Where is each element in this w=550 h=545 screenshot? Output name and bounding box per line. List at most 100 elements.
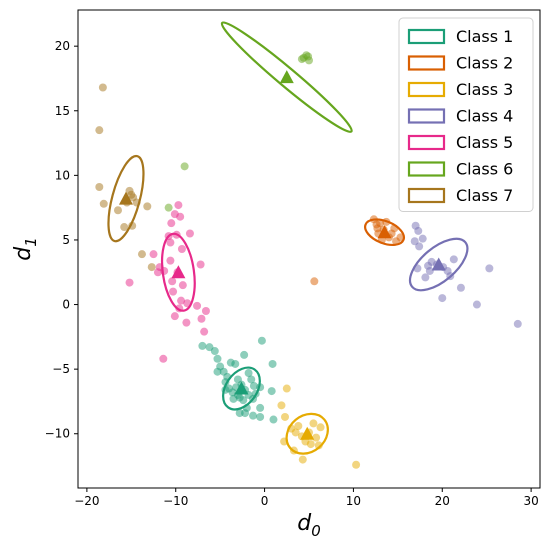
mean-marker-class-5 — [171, 265, 186, 279]
y-tick-label: −10 — [45, 427, 70, 441]
point-class-5 — [170, 312, 179, 321]
point-class-5 — [160, 266, 169, 275]
point-class-5 — [175, 304, 184, 313]
legend: Class 1 Class 2 Class 3 Class 4 Class 5 Class… — [398, 17, 534, 212]
point-class-4 — [513, 319, 522, 328]
point-class-1 — [268, 359, 277, 368]
point-class-5 — [200, 327, 209, 336]
x-axis-title: d0 — [297, 511, 321, 540]
point-class-3 — [314, 441, 323, 450]
point-class-3 — [282, 384, 291, 393]
point-class-1 — [221, 385, 230, 394]
point-class-3 — [298, 455, 307, 464]
point-class-5 — [174, 201, 183, 210]
x-axis-title-sub: 0 — [311, 522, 321, 540]
mean-marker-class-7 — [118, 191, 133, 205]
point-class-7 — [143, 202, 152, 211]
point-class-4 — [456, 283, 465, 292]
point-class-3 — [291, 428, 300, 437]
point-class-1 — [241, 409, 250, 418]
point-class-5 — [166, 256, 175, 265]
point-class-7 — [127, 190, 136, 199]
point-class-7 — [95, 126, 104, 135]
y-axis-title: d1 — [11, 237, 40, 261]
point-class-5 — [201, 307, 210, 316]
point-class-6 — [164, 203, 173, 212]
legend-label-class-6: Class 6 — [456, 160, 513, 179]
point-class-1 — [235, 393, 244, 402]
tick-layer: −20 −10 0 10 20 30 −10 −5 0 5 10 15 20 — [45, 39, 539, 508]
point-class-1 — [213, 354, 222, 363]
point-class-5 — [177, 245, 186, 253]
y-tick-label: 5 — [62, 233, 70, 247]
y-tick-label: 0 — [62, 298, 70, 312]
legend-swatch-class-7 — [407, 187, 446, 204]
point-class-4 — [413, 264, 422, 273]
point-class-7 — [137, 250, 146, 259]
point-class-4 — [449, 255, 458, 264]
point-class-5 — [169, 287, 178, 296]
point-class-1 — [267, 387, 276, 396]
y-axis-title-sub: 1 — [22, 237, 40, 247]
point-class-3 — [280, 437, 289, 446]
x-tick-label: 0 — [261, 494, 269, 508]
legend-label-class-2: Class 2 — [456, 54, 513, 73]
point-class-7 — [132, 198, 141, 207]
point-class-5 — [164, 232, 173, 241]
point-class-5 — [159, 354, 168, 363]
point-class-4 — [418, 234, 427, 243]
plot-frame — [77, 9, 541, 489]
legend-label-class-3: Class 3 — [456, 80, 513, 99]
point-class-1 — [244, 369, 253, 378]
point-class-4 — [414, 226, 423, 235]
point-class-3 — [352, 460, 361, 469]
point-class-4 — [415, 242, 424, 251]
point-class-1 — [240, 350, 249, 359]
ellipse-class-6 — [220, 21, 353, 133]
point-class-3 — [289, 446, 298, 455]
mean-marker-class-3 — [300, 426, 315, 440]
point-class-5 — [125, 278, 134, 287]
mean-layer — [118, 70, 446, 440]
x-tick-label: −20 — [74, 494, 99, 508]
y-axis-title-main: d — [11, 246, 36, 261]
y-tick-label: −5 — [52, 362, 70, 376]
point-class-3 — [309, 419, 318, 428]
point-class-4 — [421, 273, 430, 282]
mean-marker-class-2 — [377, 225, 392, 239]
point-class-5 — [167, 219, 176, 228]
y-tick-label: 15 — [55, 104, 70, 118]
mean-marker-class-4 — [431, 257, 446, 271]
point-class-7 — [113, 206, 122, 215]
point-class-5 — [172, 230, 181, 239]
point-class-7 — [98, 83, 107, 92]
y-tick-label: 10 — [55, 168, 70, 182]
point-class-1 — [256, 412, 265, 421]
legend-swatch-class-1 — [407, 28, 446, 45]
legend-swatch-class-3 — [407, 81, 446, 98]
point-class-2 — [382, 217, 391, 226]
legend-swatch-class-6 — [407, 161, 446, 177]
point-class-1 — [198, 341, 207, 350]
legend-label-class-5: Class 5 — [456, 133, 513, 152]
mean-marker-class-1 — [234, 381, 249, 395]
point-class-5 — [177, 296, 186, 305]
point-class-5 — [176, 212, 185, 221]
x-tick-label: 20 — [435, 494, 450, 508]
legend-swatch-class-2 — [407, 55, 446, 71]
point-class-1 — [210, 347, 219, 356]
x-tick-label: −10 — [163, 494, 188, 508]
point-class-6 — [304, 52, 313, 61]
point-class-1 — [257, 336, 266, 345]
point-class-3 — [281, 412, 290, 421]
point-class-1 — [251, 389, 260, 398]
legend-label-class-1: Class 1 — [456, 27, 513, 46]
point-class-1 — [231, 359, 240, 368]
x-tick-label: 30 — [523, 494, 538, 508]
point-class-5 — [196, 260, 205, 269]
point-class-6 — [297, 55, 306, 64]
point-class-2 — [396, 233, 405, 242]
point-class-7 — [120, 223, 129, 232]
legend-label-class-4: Class 4 — [456, 107, 513, 126]
